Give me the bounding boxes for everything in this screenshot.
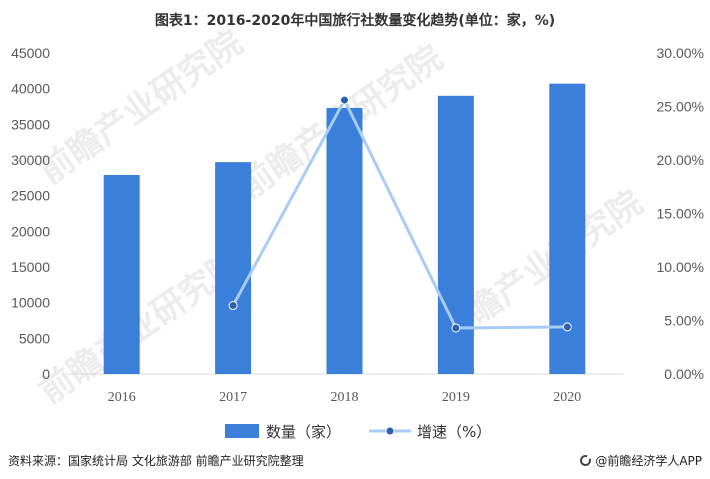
- legend-label-count: 数量（家）: [266, 423, 341, 441]
- left-axis-tick-label: 40000: [11, 81, 50, 97]
- bar-2018: [326, 107, 363, 374]
- growth-point-2019: [451, 323, 461, 333]
- left-axis-tick-label: 5000: [19, 330, 50, 346]
- brand-credit: @前瞻经济学人APP: [580, 452, 702, 469]
- legend-marker-growth: [385, 426, 395, 436]
- right-axis-tick-label: 25.00%: [657, 99, 704, 115]
- right-axis-tick-label: 20.00%: [657, 152, 704, 168]
- growth-line: [231, 98, 568, 330]
- bar-2016: [103, 174, 140, 374]
- brand-logo-icon: [580, 455, 592, 466]
- growth-point-2020: [562, 322, 572, 332]
- right-axis-tick-label: 10.00%: [657, 259, 704, 275]
- right-axis-tick-label: 15.00%: [657, 206, 704, 222]
- growth-point-2018: [340, 95, 349, 105]
- legend-swatch-count: [225, 424, 259, 438]
- left-axis-tick-label: 45000: [11, 45, 50, 61]
- left-axis-tick-label: 20000: [11, 223, 50, 239]
- left-axis-tick-label: 15000: [11, 259, 50, 275]
- left-axis-tick-label: 10000: [11, 295, 50, 311]
- right-axis-tick-label: 0.00%: [664, 366, 704, 382]
- x-axis-tick-label: 2020: [553, 390, 581, 405]
- x-axis-tick-label: 2017: [219, 390, 247, 405]
- left-axis-tick-label: 30000: [11, 152, 50, 168]
- left-axis-tick-label: 25000: [11, 188, 50, 204]
- bar-2017: [215, 162, 252, 374]
- legend-label-growth: 增速（%）: [417, 423, 491, 441]
- left-axis-tick-label: 35000: [11, 116, 50, 132]
- left-axis-tick-label: 0: [42, 366, 50, 382]
- x-axis-tick-label: 2019: [442, 390, 470, 405]
- chart-title: 图表1：2016-2020年中国旅行社数量变化趋势(单位：家，%): [154, 13, 556, 29]
- brand-label: @前瞻经济学人APP: [595, 454, 702, 468]
- source-note: 资料来源：国家统计局 文化旅游部 前瞻产业研究院整理: [8, 454, 304, 468]
- x-axis-tick-label: 2016: [108, 390, 136, 405]
- growth-point-2017: [228, 301, 238, 311]
- right-axis-tick-label: 5.00%: [664, 313, 704, 329]
- x-axis-tick-label: 2018: [331, 390, 359, 405]
- right-axis-tick-label: 30.00%: [657, 45, 704, 61]
